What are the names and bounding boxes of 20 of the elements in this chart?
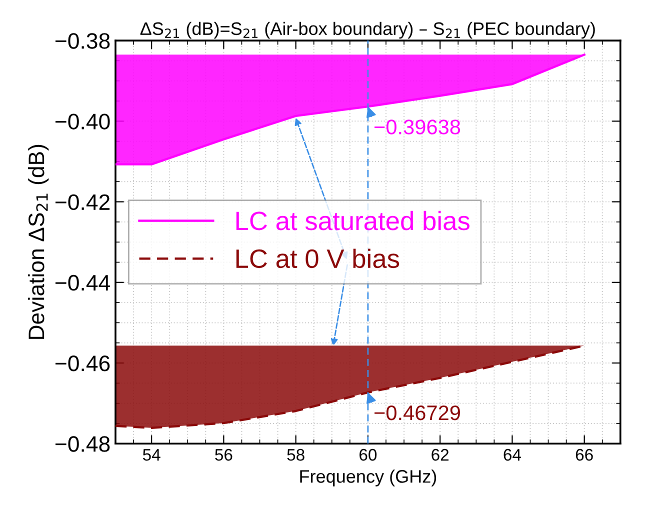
x-axis-title: Frequency (GHz): [300, 470, 436, 486]
y-tick-label: −0.42: [56, 194, 110, 210]
x-tick-label: 62: [432, 448, 449, 461]
x-tick-label: 60: [360, 448, 377, 461]
y-tick-label: −0.44: [56, 274, 110, 291]
y-tick-label: −0.48: [56, 436, 110, 452]
y-tick-label: −0.40: [56, 114, 110, 130]
y-tick-label: −0.46: [56, 356, 110, 372]
x-tick-label: 54: [142, 449, 160, 461]
y-axis-title: Deviation ΔS$_{21}$ (dB): [28, 144, 49, 339]
x-tick-label: 66: [576, 448, 593, 461]
y-tick-label: −0.38: [56, 33, 110, 49]
annotation: −0.46729: [374, 405, 460, 420]
x-tick-label: 56: [215, 448, 232, 461]
legend-label: LC at 0 V bias: [236, 248, 400, 268]
annotation: −0.39638: [374, 120, 460, 134]
legend-label: LC at saturated bias: [236, 210, 470, 230]
chart-title: ΔS$_{21}$ (dB)=S$_{21}$ (Air-box boundary) – S$_{21}$ (PEC boundary): [140, 22, 595, 39]
x-tick-label: 58: [287, 448, 304, 461]
x-tick-label: 64: [504, 448, 521, 461]
